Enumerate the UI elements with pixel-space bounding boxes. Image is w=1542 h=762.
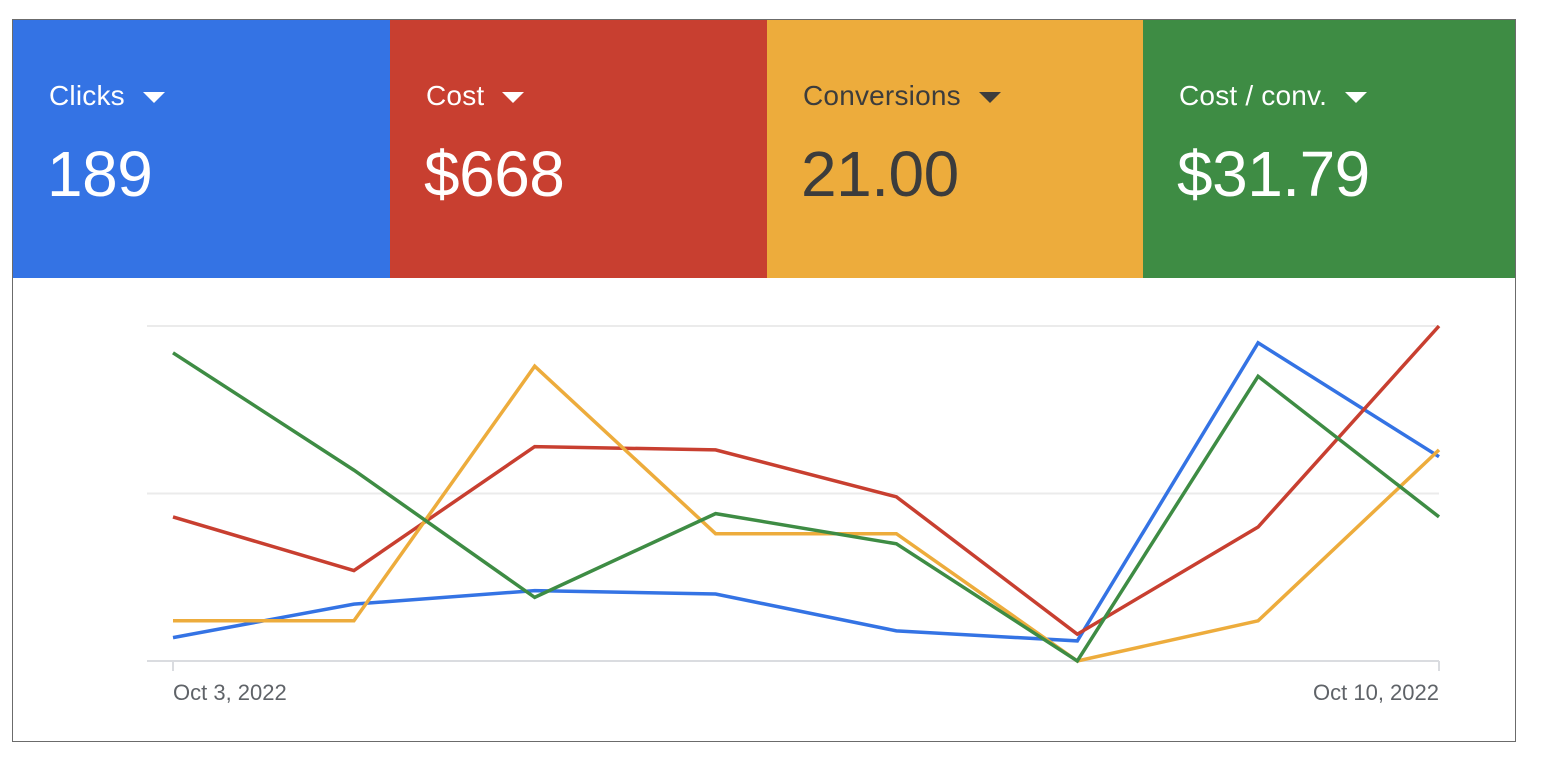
metric-value: $668: [424, 138, 565, 210]
metric-label: Cost: [426, 80, 485, 111]
chart-canvas: [147, 324, 1441, 671]
series-line-clicks: [172, 340, 1440, 643]
line-chart: Oct 3, 2022 Oct 10, 2022: [13, 278, 1515, 741]
metric-value: 21.00: [801, 138, 959, 210]
x-axis-tick-label-start: Oct 3, 2022: [173, 680, 287, 705]
series-line-cost-conv: [172, 351, 1441, 664]
dropdown-caret-icon[interactable]: [978, 91, 1001, 103]
metric-tile-cost-per-conversion[interactable]: Cost / conv. $31.79: [1143, 20, 1515, 278]
metric-header: Clicks: [49, 80, 165, 112]
metric-tiles: Clicks 189 Cost $668 Conversions 21.00 C…: [13, 20, 1515, 278]
metric-tile-conversions[interactable]: Conversions 21.00: [767, 20, 1143, 278]
series-line-conversions: [173, 363, 1441, 663]
performance-card: Clicks 189 Cost $668 Conversions 21.00 C…: [12, 19, 1516, 742]
metric-header: Cost: [426, 80, 525, 112]
metric-tile-clicks[interactable]: Clicks 189: [13, 20, 390, 278]
metric-header: Cost / conv.: [1179, 80, 1368, 112]
metric-tile-cost[interactable]: Cost $668: [390, 20, 767, 278]
dropdown-caret-icon[interactable]: [1345, 91, 1368, 103]
metric-label: Clicks: [49, 80, 125, 111]
metric-value: 189: [47, 138, 153, 210]
dropdown-caret-icon[interactable]: [502, 91, 525, 103]
metric-header: Conversions: [803, 80, 1001, 112]
dropdown-caret-icon[interactable]: [142, 91, 165, 103]
series-line-cost: [172, 324, 1441, 637]
metric-label: Conversions: [803, 80, 961, 111]
x-axis-tick-label-end: Oct 10, 2022: [1313, 680, 1439, 705]
metric-value: $31.79: [1177, 138, 1370, 210]
metric-label: Cost / conv.: [1179, 80, 1328, 111]
